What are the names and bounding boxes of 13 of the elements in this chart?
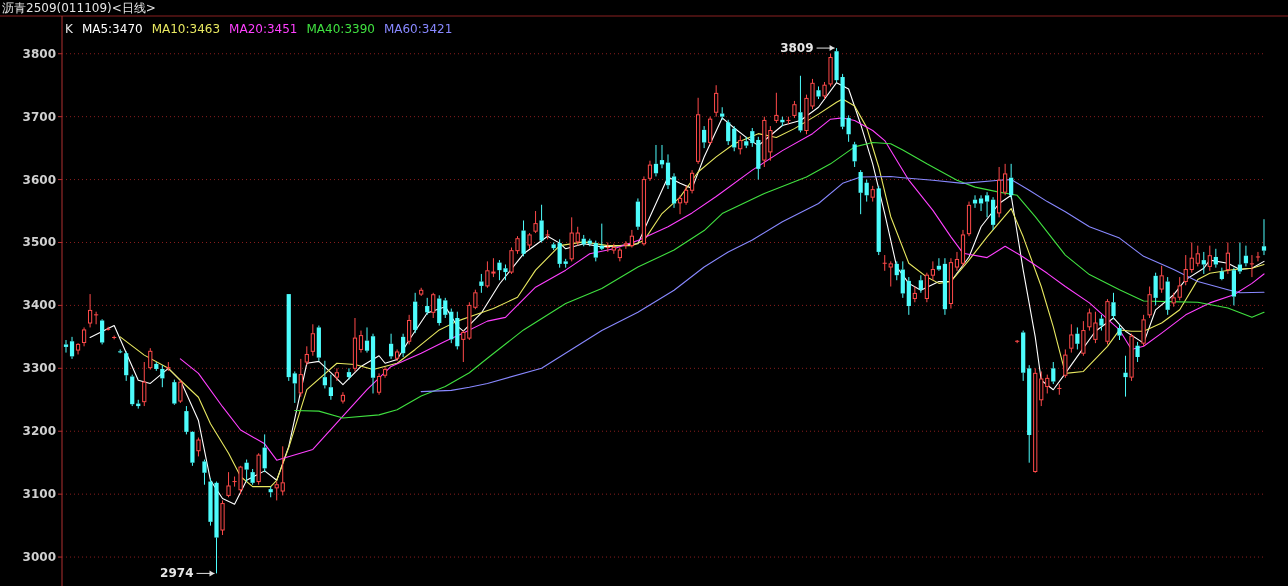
y-tick-label: 3200 [22, 424, 56, 439]
annotation: 3809 [780, 41, 814, 56]
y-tick-label: 3400 [22, 298, 56, 313]
y-tick-label: 3300 [22, 361, 56, 376]
y-tick-label: 3600 [22, 172, 56, 187]
y-tick-label: 3000 [22, 550, 56, 565]
y-tick-label: 3500 [22, 235, 56, 250]
annotation: 2974 [160, 566, 194, 581]
chart-title: 沥青2509(011109)<日线> [2, 1, 156, 15]
y-tick-label: 3100 [22, 487, 56, 502]
y-tick-label: 3700 [22, 109, 56, 124]
legend: K MA5:3470 MA10:3463 MA20:3451 MA40:3390 MA60:3421 [65, 22, 453, 36]
y-tick-label: 3800 [22, 46, 56, 61]
